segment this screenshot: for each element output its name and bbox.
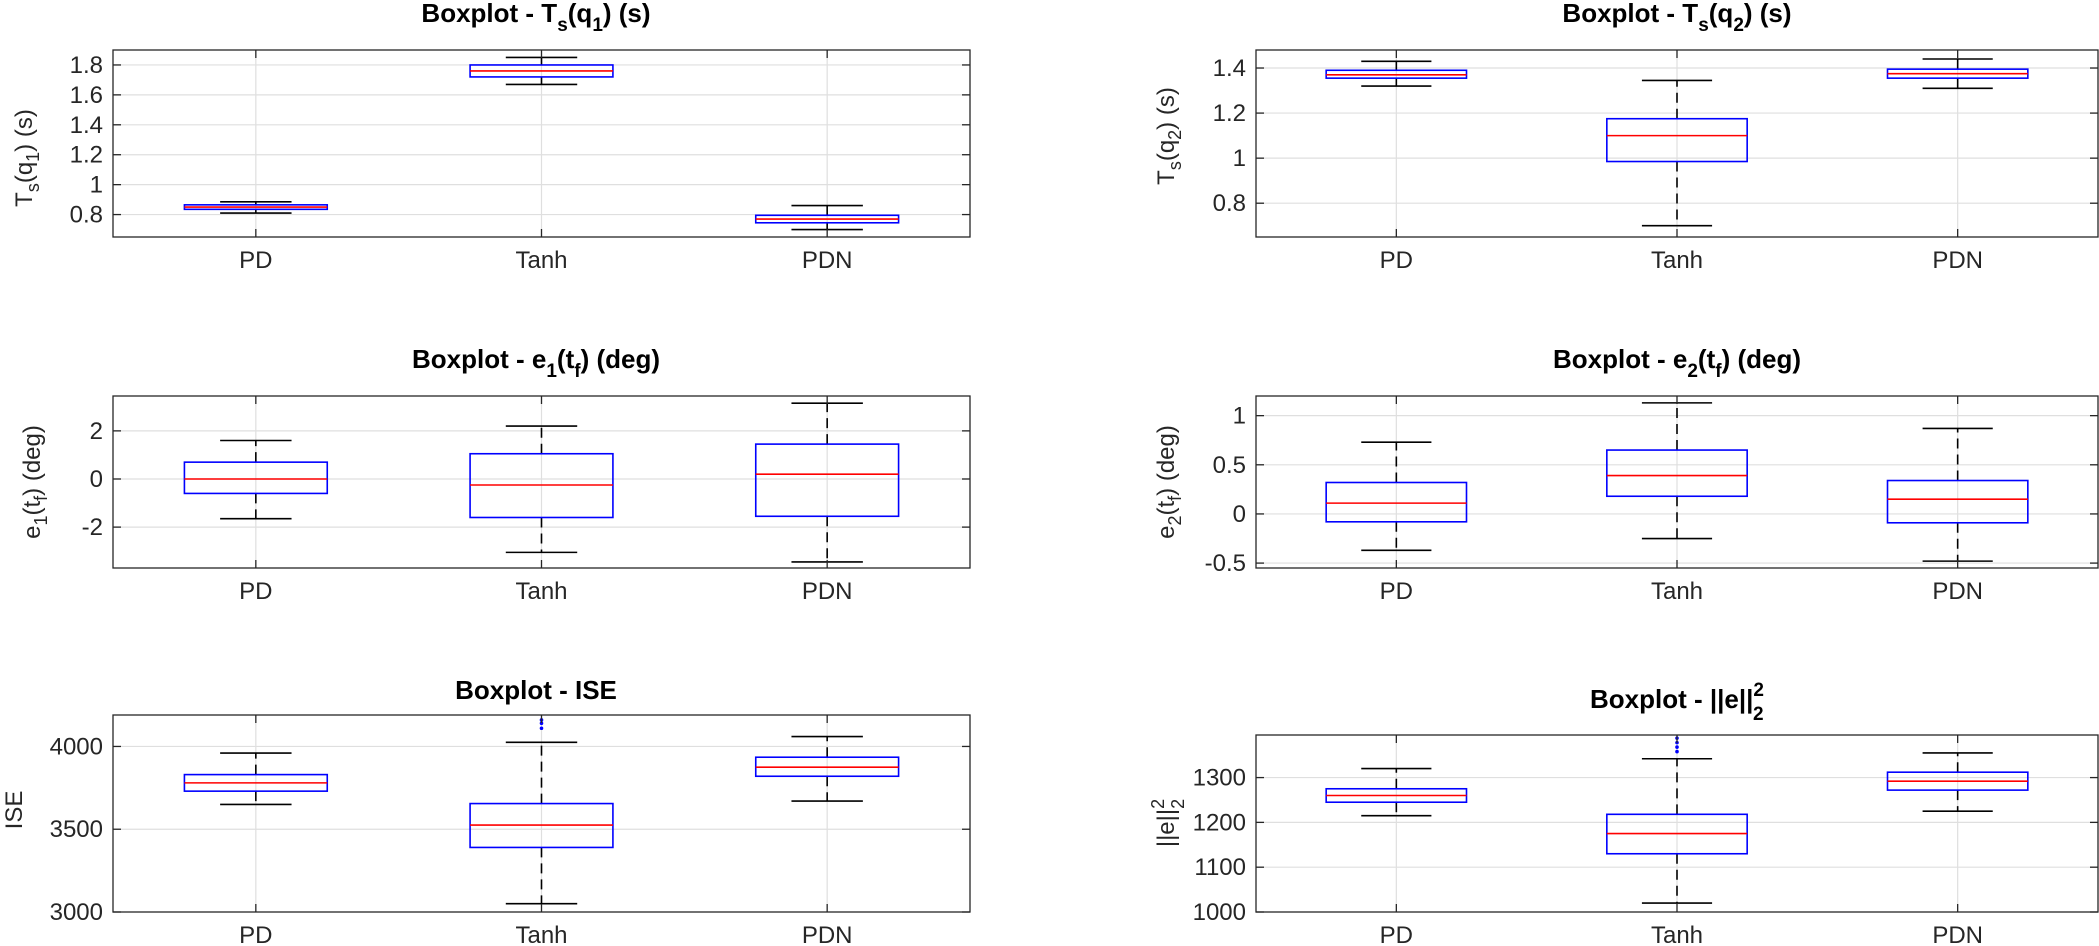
box-pdn: [1886, 752, 2029, 812]
y-tick-label: 1: [1233, 403, 1246, 430]
box-pdn: [1886, 427, 2029, 562]
plot-area: 1000 1100 1200 1300 PD Tanh PDN: [1193, 734, 2099, 946]
box-pd: [183, 201, 329, 214]
x-tick-label: Tanh: [1651, 578, 1703, 605]
box-iqr: [1606, 117, 1748, 163]
panel-ise: Boxplot - ISE ISE: [1, 675, 617, 829]
x-tick-label: PD: [239, 247, 272, 274]
x-tick-label: PDN: [802, 578, 853, 605]
x-tick-label: PD: [1380, 922, 1413, 946]
plot-area: -0.5 0 0.5 1 PD Tanh PDN: [1205, 395, 2099, 605]
box-pdn: [754, 204, 900, 231]
y-tick-label: 1.4: [70, 112, 103, 139]
box-tanh: [469, 425, 614, 554]
y-axis-label: e1(tf) (deg): [19, 425, 51, 539]
outlier-point: [1675, 745, 1679, 749]
y-axis-label: ISE: [1, 791, 28, 830]
box-pd: [1325, 767, 1468, 817]
y-axis-label: Ts(q2) (s): [1153, 87, 1185, 185]
x-tick-label: PDN: [1932, 578, 1983, 605]
y-tick-label: 3500: [50, 816, 103, 843]
panel-title: Boxplot - ISE: [455, 675, 617, 705]
box-iqr: [1325, 481, 1468, 523]
plot-area: 0.8 1 1.2 1.4 1.6 1.8 PD Tanh PDN: [70, 49, 971, 274]
x-tick-label: PDN: [1932, 922, 1983, 946]
panel-ts-q1: Boxplot - Ts(q1) (s) Ts(q1) (s): [11, 0, 651, 207]
y-tick-label: 1100: [1194, 854, 1246, 881]
y-tick-label: 4000: [50, 733, 103, 760]
y-tick-label: 1.2: [1213, 100, 1246, 127]
y-tick-label: -0.5: [1205, 550, 1246, 577]
y-tick-label: 1.8: [70, 52, 103, 79]
panel-title: Boxplot - Ts(q1) (s): [421, 0, 650, 36]
box-pdn: [1886, 58, 2029, 90]
panel-title: Boxplot - ||e||2 2: [1590, 680, 1764, 725]
y-tick-label: 3000: [50, 899, 103, 926]
y-tick-label: 1000: [1193, 899, 1246, 926]
y-axis-label: e2(tf) (deg): [1153, 425, 1185, 539]
y-tick-label: 0: [90, 466, 103, 493]
y-tick-label: 1.6: [70, 82, 103, 109]
outlier-point: [539, 721, 544, 726]
x-tick-label: Tanh: [515, 247, 567, 274]
plot-areas: 0.8 1 1.2 1.4 1.6 1.8 PD Tanh PDN 0.8 1 1.2 1.4 PD Tan…: [50, 49, 2099, 946]
box-pd: [183, 439, 329, 520]
y-axis-label: ||e||22: [1148, 799, 1188, 847]
plot-area: 3000 3500 4000 PD Tanh PDN: [50, 714, 971, 946]
plot-area: -2 0 2 PD Tanh PDN: [82, 395, 971, 605]
y-tick-label: 1: [1233, 145, 1246, 172]
x-tick-label: PDN: [802, 247, 853, 274]
y-tick-label: 1.2: [70, 142, 103, 169]
y-axis-label: Ts(q1) (s): [11, 109, 43, 207]
panel-title: Boxplot - e1(tf) (deg): [412, 344, 660, 382]
x-tick-label: PD: [239, 578, 272, 605]
x-tick-label: PD: [239, 922, 272, 946]
plot-area: 0.8 1 1.2 1.4 PD Tanh PDN: [1213, 49, 2099, 274]
x-tick-label: Tanh: [1651, 922, 1703, 946]
y-tick-label: 1: [90, 172, 103, 199]
box-iqr: [1606, 449, 1748, 498]
outlier-point: [1675, 749, 1679, 754]
box-pd: [1325, 60, 1468, 87]
box-pdn: [754, 735, 900, 802]
y-tick-label: 1.4: [1213, 55, 1246, 82]
box-pd: [183, 752, 329, 806]
box-iqr: [1886, 479, 2029, 524]
outlier-point: [539, 726, 544, 731]
panel-title: Boxplot - e2(tf) (deg): [1553, 344, 1801, 382]
x-tick-label: Tanh: [1651, 247, 1703, 274]
box-tanh: [469, 56, 614, 86]
x-tick-label: Tanh: [515, 578, 567, 605]
y-tick-label: 2: [90, 418, 103, 445]
box-tanh: [1606, 736, 1748, 904]
y-tick-label: 1300: [1193, 765, 1246, 792]
x-tick-label: PD: [1380, 578, 1413, 605]
box-iqr: [754, 443, 900, 518]
y-tick-label: 1200: [1193, 809, 1246, 836]
box-iqr: [183, 461, 329, 495]
y-tick-label: 0: [1233, 501, 1246, 528]
panel-e2-tf: Boxplot - e2(tf) (deg) e2(tf) (deg): [1153, 344, 1801, 539]
x-tick-label: PDN: [802, 922, 853, 946]
y-tick-label: 0.8: [1213, 190, 1246, 217]
y-tick-label: -2: [82, 514, 103, 541]
y-tick-label: 0.5: [1213, 452, 1246, 479]
box-pd: [1325, 441, 1468, 552]
x-tick-label: PDN: [1932, 247, 1983, 274]
panel-ts-q2: Boxplot - Ts(q2) (s) Ts(q2) (s): [1153, 0, 1792, 185]
x-tick-label: PD: [1380, 247, 1413, 274]
y-tick-label: 0.8: [70, 202, 103, 229]
panel-title: Boxplot - Ts(q2) (s): [1562, 0, 1791, 36]
box-tanh: [1606, 79, 1748, 227]
x-tick-label: Tanh: [515, 922, 567, 946]
panel-e1-tf: Boxplot - e1(tf) (deg) e1(tf) (deg): [19, 344, 660, 539]
